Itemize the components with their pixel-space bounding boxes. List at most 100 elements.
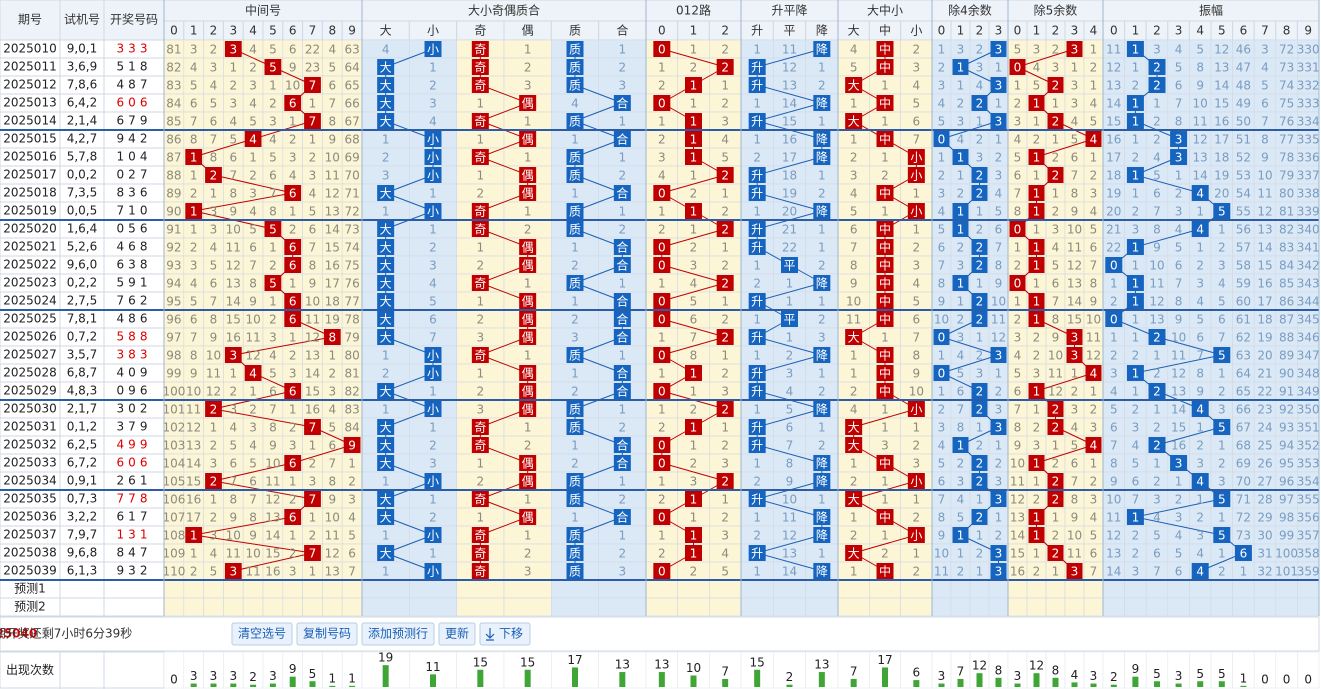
toolbar-button[interactable]: 清空选号 (231, 622, 293, 646)
issue: 2025011 (3, 60, 56, 74)
omission-value: 5 (938, 115, 946, 129)
hit-value: 3 (1071, 349, 1079, 363)
column-label: 升 (751, 24, 763, 38)
count-value: 0 (1283, 673, 1291, 687)
omission-value: 2 (818, 259, 826, 273)
hit-value: 中 (879, 60, 891, 75)
omission-value: 3 (328, 385, 336, 399)
cell-bg (1210, 597, 1233, 617)
issue: 2025018 (3, 186, 56, 200)
omission-value: 4 (1071, 421, 1079, 435)
omission-value: 1 (976, 205, 984, 219)
omission-value: 5 (249, 457, 257, 471)
count-bar (1197, 681, 1204, 687)
count-value: 2 (786, 670, 794, 684)
hit-value: 1 (957, 61, 965, 75)
cell-bg (456, 597, 505, 617)
count-bar (786, 684, 793, 687)
omission-value: 5 (210, 97, 218, 111)
count-value: 8 (1052, 663, 1060, 677)
omission-value: 9 (786, 475, 794, 489)
omission-value: 6 (348, 547, 356, 561)
column-label: 2 (721, 24, 729, 38)
omission-value: 77 (344, 295, 359, 309)
omission-value: 2 (1196, 439, 1204, 453)
count-bar (957, 678, 964, 687)
count-bar (309, 681, 316, 687)
omission-value: 1 (210, 493, 218, 507)
omission-value: 12 (1193, 133, 1208, 147)
omission-value: 11 (991, 313, 1006, 327)
omission-value: 5 (1196, 43, 1204, 57)
draw-number: 487 (117, 78, 152, 92)
column-label: 奇 (474, 24, 486, 38)
omission-value: 1 (721, 241, 729, 255)
omission-value: 10 (846, 295, 861, 309)
test-number: 2,7,5 (67, 294, 98, 308)
omission-value: 1 (1153, 457, 1161, 471)
hit-value: 0 (658, 295, 666, 309)
hit-value: 大 (848, 115, 860, 129)
omission-value: 6 (229, 151, 237, 165)
omission-value: 15 (265, 547, 280, 561)
omission-value: 7 (1090, 259, 1098, 273)
omission-value: 7 (1014, 187, 1022, 201)
cell-bg (900, 597, 933, 617)
omission-value: 5 (1014, 43, 1022, 57)
omission-value: 335 (1297, 133, 1320, 147)
omission-value: 7 (938, 493, 946, 507)
hit-value: 3 (995, 565, 1003, 579)
omission-value: 4 (348, 511, 356, 525)
column-label: 平 (783, 24, 795, 38)
omission-value: 3 (1014, 115, 1022, 129)
omission-value: 7 (1153, 205, 1161, 219)
hit-value: 1 (1033, 97, 1041, 111)
omission-value: 22 (1257, 385, 1272, 399)
toolbar-button[interactable]: 复制号码 (296, 622, 358, 646)
count-bar (1154, 681, 1160, 687)
omission-value: 7 (1175, 277, 1183, 291)
omission-value: 2 (1014, 259, 1022, 273)
toolbar-button[interactable]: 下移 (479, 622, 531, 646)
omission-value: 3 (229, 97, 237, 111)
omission-value: 106 (162, 493, 185, 507)
toolbar-button[interactable]: 更新 (438, 622, 476, 646)
count-value: 3 (210, 669, 218, 683)
omission-value: 10 (305, 295, 320, 309)
hit-value: 小 (427, 133, 439, 147)
count-bar (913, 680, 920, 687)
cell-bg (1145, 579, 1169, 599)
omission-value: 3 (976, 61, 984, 75)
cell-bg (869, 597, 901, 617)
omission-value: 1 (913, 421, 921, 435)
column-label: 9 (1304, 24, 1312, 38)
omission-value: 3 (1110, 367, 1118, 381)
cell-bg (1026, 597, 1047, 617)
draw-number: 027 (117, 168, 152, 182)
draw-number: 710 (117, 204, 152, 218)
omission-value: 3 (1218, 259, 1226, 273)
omission-value: 13 (1171, 385, 1186, 399)
omission-value: 3 (289, 367, 297, 381)
hit-value: 中 (879, 186, 891, 201)
omission-value: 4 (957, 349, 965, 363)
omission-value: 24 (1257, 421, 1272, 435)
toolbar-button[interactable]: 添加预测行 (361, 622, 435, 646)
omission-value: 1 (1153, 403, 1161, 417)
omission-value: 53 (1236, 169, 1251, 183)
count-value: 17 (877, 653, 892, 667)
omission-value: 1 (786, 331, 794, 345)
omission-value: 108 (162, 529, 185, 543)
omission-value: 59 (1236, 277, 1251, 291)
omission-value: 2 (995, 385, 1003, 399)
omission-value: 1 (1132, 385, 1140, 399)
omission-value: 1 (249, 385, 257, 399)
omission-value: 4 (269, 133, 277, 147)
hit-value: 降 (816, 403, 828, 417)
omission-value: 2 (289, 421, 297, 435)
omission-value: 2 (938, 61, 946, 75)
omission-value: 82 (1279, 223, 1294, 237)
hit-value: 0 (938, 367, 946, 381)
omission-value: 1 (1071, 61, 1079, 75)
omission-value: 2 (690, 241, 698, 255)
